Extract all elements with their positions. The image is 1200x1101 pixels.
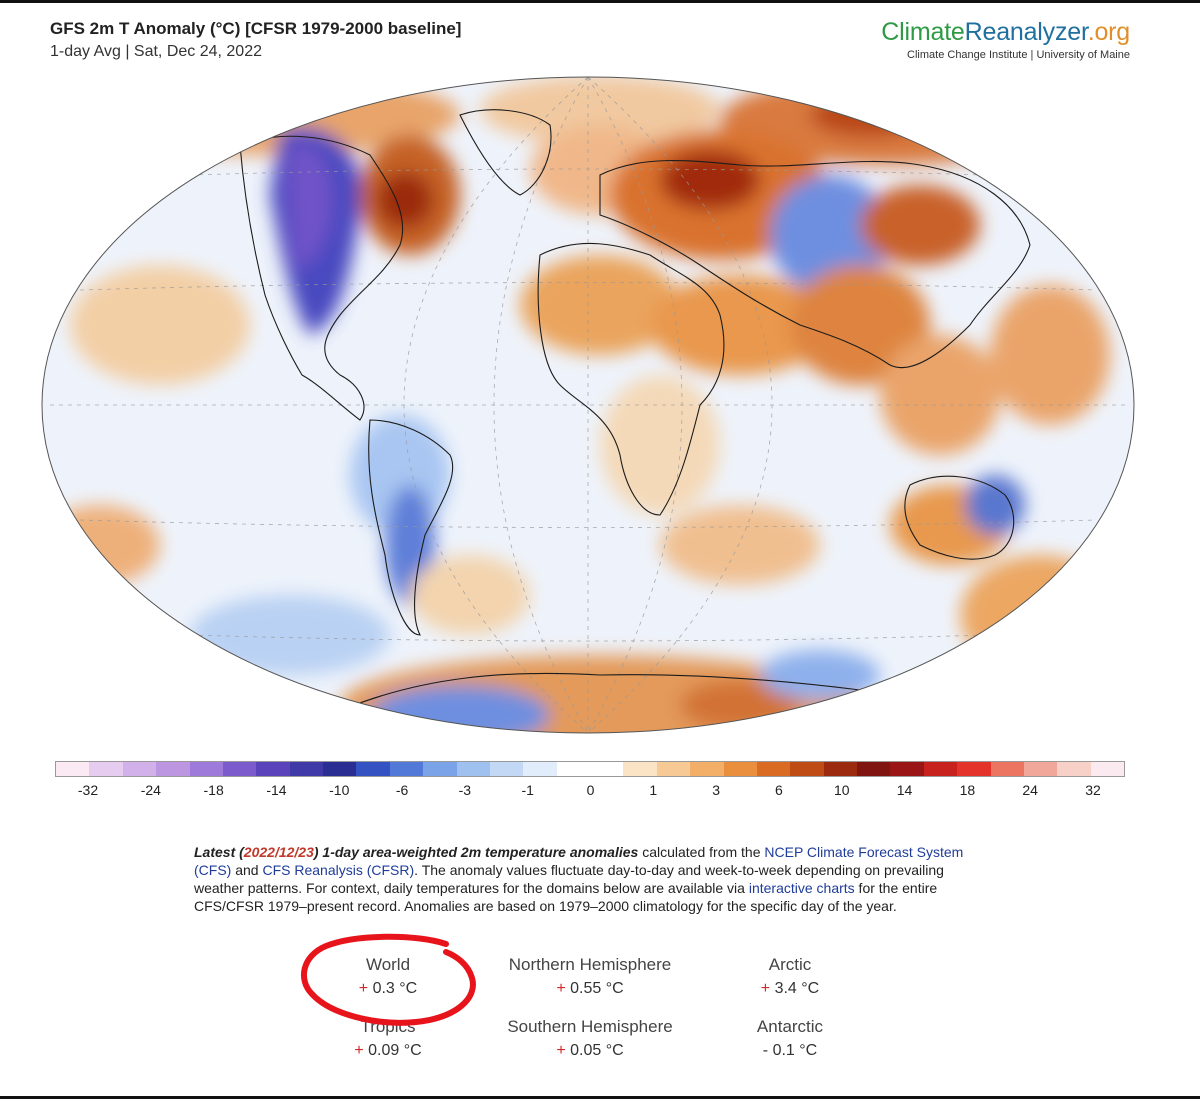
colorbar-segment	[56, 762, 90, 776]
stat-label: Southern Hemisphere	[507, 1017, 673, 1036]
colorbar-segment	[323, 762, 357, 776]
colorbar-segment	[1023, 762, 1058, 776]
colorbar-segment	[156, 762, 190, 776]
colorbar-tick-label: -1	[521, 782, 534, 798]
colorbar-tick-label: -24	[140, 782, 161, 798]
stat-value: + 0.05 °C	[556, 1042, 624, 1059]
colorbar-segment	[957, 762, 991, 776]
world-anomaly-map	[41, 76, 1135, 734]
colorbar-tick-label: 3	[712, 782, 721, 798]
brand-subtitle: Climate Change Institute | University of…	[907, 49, 1130, 61]
colorbar-ticks: -32 -24 -18 -14 -10 -6 -3 -1 0 1 3 6 10 14 18 24 32	[0, 782, 1200, 804]
colorbar-segment	[990, 762, 1024, 776]
colorbar-segment	[790, 762, 824, 776]
stat-value: + 0.55 °C	[556, 980, 624, 997]
latest-label: Latest (2022/12/23) 1-day area-weighted …	[194, 844, 639, 860]
colorbar-tick-label: 0	[586, 782, 595, 798]
colorbar-tick-label: -14	[266, 782, 287, 798]
stat-southern-hemisphere: Southern Hemisphere + 0.05 °C	[480, 1017, 700, 1060]
colorbar-tick-label: 6	[775, 782, 783, 798]
colorbar-segment	[222, 762, 257, 776]
stat-label: World	[365, 955, 411, 974]
colorbar-segment	[723, 762, 757, 776]
colorbar	[55, 761, 1125, 777]
colorbar-tick-label: -6	[395, 782, 409, 798]
stat-value: + 0.09 °C	[354, 1042, 422, 1059]
stat-northern-hemisphere: Northern Hemisphere + 0.55 °C	[480, 955, 700, 998]
brand-logo[interactable]: ClimateReanalyzer.org Climate Change Ins…	[881, 18, 1130, 61]
colorbar-segment	[122, 762, 157, 776]
colorbar-segment	[356, 762, 390, 776]
link-interactive-charts[interactable]: interactive charts	[748, 880, 855, 896]
link-cfsr[interactable]: CFS Reanalysis (CFSR)	[262, 862, 415, 878]
colorbar-segment	[690, 762, 724, 776]
colorbar-tick-label: 32	[1085, 782, 1101, 798]
stat-antarctic: Antarctic - 0.1 °C	[680, 1017, 900, 1060]
colorbar-segment	[756, 762, 791, 776]
bottom-border	[0, 1096, 1200, 1099]
colorbar-tick-label: 24	[1022, 782, 1038, 798]
red-circle-annotation	[301, 933, 476, 1026]
stat-value: + 0.3 °C	[358, 980, 418, 997]
colorbar-segment	[189, 762, 223, 776]
colorbar-segment	[857, 762, 891, 776]
stat-value: - 0.1 °C	[762, 1042, 818, 1059]
stat-arctic: Arctic + 3.4 °C	[680, 955, 900, 998]
link-cfs[interactable]: NCEP Climate Forecast System (CFS)	[194, 844, 964, 878]
colorbar-segment	[923, 762, 958, 776]
colorbar-segment	[623, 762, 657, 776]
colorbar-segment	[890, 762, 924, 776]
colorbar-segment	[590, 762, 624, 776]
colorbar-tick-label: -10	[329, 782, 350, 798]
stat-label: Northern Hemisphere	[508, 955, 672, 974]
colorbar-tick-label: -18	[203, 782, 224, 798]
colorbar-segment	[523, 762, 557, 776]
colorbar-tick-label: 1	[649, 782, 658, 798]
colorbar-tick-label: -32	[77, 782, 99, 798]
colorbar-tick-label: 14	[896, 782, 913, 798]
stat-label: Antarctic	[756, 1017, 824, 1036]
colorbar-segment	[1090, 762, 1124, 776]
stat-value: + 3.4 °C	[760, 980, 820, 997]
colorbar-segment	[656, 762, 691, 776]
stat-label: Arctic	[768, 955, 812, 974]
colorbar-segment	[89, 762, 123, 776]
colorbar-segment	[423, 762, 457, 776]
top-border	[0, 0, 1200, 3]
colorbar-tick-label: 18	[959, 782, 976, 798]
map-subtitle: 1-day Avg | Sat, Dec 24, 2022	[50, 43, 262, 60]
colorbar-segment	[389, 762, 424, 776]
colorbar-segment	[1057, 762, 1091, 776]
brand-name: ClimateReanalyzer.org	[881, 18, 1130, 46]
colorbar-segment	[456, 762, 490, 776]
description: Latest (2022/12/23) 1-day area-weighted …	[194, 844, 964, 914]
colorbar-segment	[289, 762, 323, 776]
latest-date: 2022/12/23	[243, 844, 314, 860]
colorbar-segment	[556, 762, 590, 776]
colorbar-tick-label: 10	[833, 782, 850, 798]
colorbar-segment	[256, 762, 290, 776]
colorbar-tick-label: -3	[458, 782, 472, 798]
colorbar-segment	[823, 762, 857, 776]
stat-world: World + 0.3 °C	[278, 955, 498, 998]
map-title: GFS 2m T Anomaly (°C) [CFSR 1979-2000 ba…	[50, 19, 462, 38]
colorbar-segment	[489, 762, 524, 776]
